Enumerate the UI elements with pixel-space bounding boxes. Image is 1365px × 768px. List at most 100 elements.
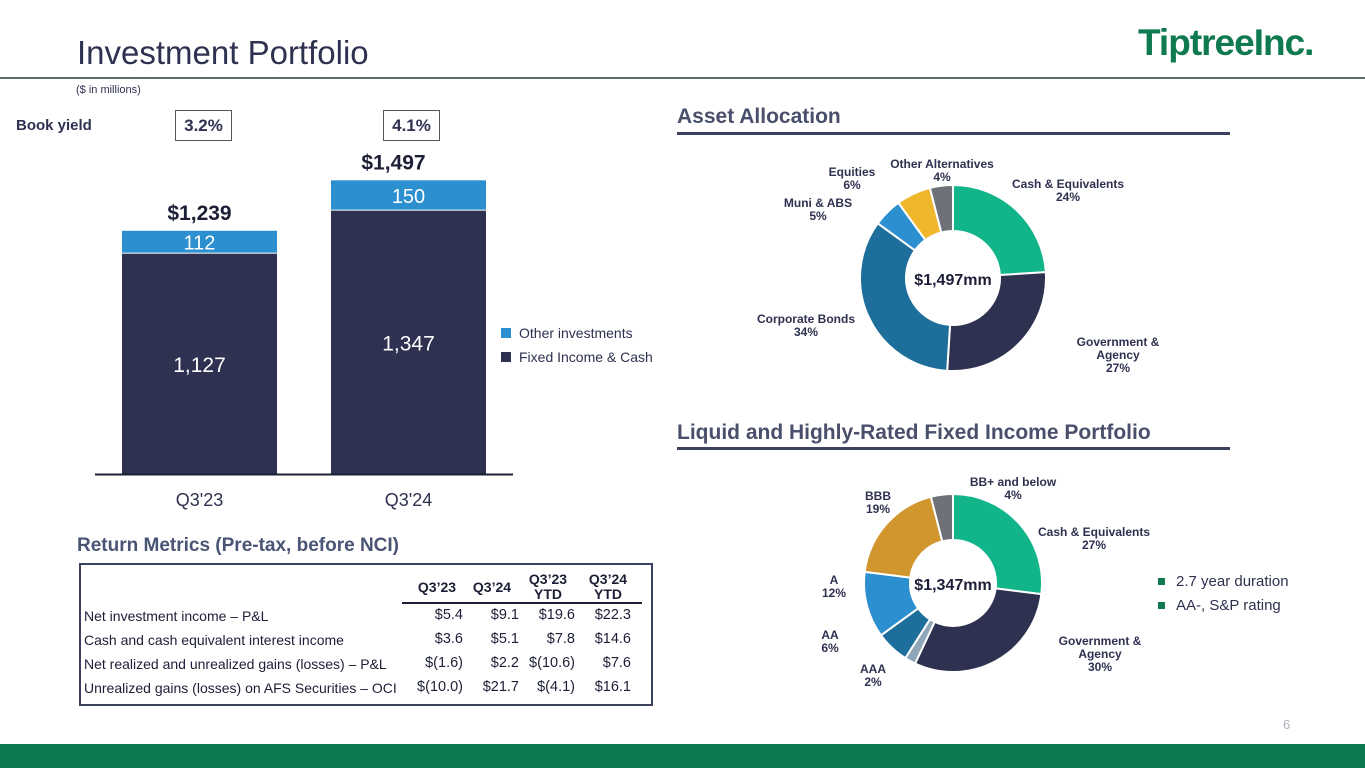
table-row-label: Unrealized gains (losses) on AFS Securit… [84,680,397,696]
duration-text: 2.7 year duration [1176,573,1289,590]
rating-text: AA-, S&P rating [1176,597,1281,614]
header-rule [0,77,1365,79]
slice-label: Agency [1096,348,1140,362]
table-cell: $(10.6) [529,655,575,671]
table-cell: $3.6 [434,631,463,647]
table-cell: $22.3 [594,607,631,623]
logo-main: Tiptree [1138,22,1255,63]
table-cell: $7.8 [546,631,575,647]
table-cell: $2.2 [490,655,519,671]
slice-label: 6% [821,641,839,655]
book-yield-q323: 3.2% [175,110,232,141]
donut-center-label: $1,347mm [914,577,991,594]
slice-label: A [830,573,839,587]
slice-label: 4% [933,170,951,184]
table-header: Q3’24 YTD [588,571,628,602]
note-bullet [1158,602,1165,609]
bar-total-label: $1,239 [167,202,231,225]
return-metrics-table [79,563,653,706]
slice-label: Corporate Bonds [757,312,855,326]
asset-allocation-rule [677,132,1230,135]
donut-slice [913,587,1043,673]
asset-allocation-title: Asset Allocation [677,105,841,128]
slice-label: Government & [1077,335,1160,349]
fixed-income-title: Liquid and Highly-Rated Fixed Income Por… [677,421,1151,444]
bar-value-label: 1,127 [173,354,226,377]
bar-value-label: 112 [184,233,216,255]
table-header: Q3’24 [472,579,512,595]
donut-slice [946,271,1047,372]
fixed-income-rule [677,447,1230,450]
bar-total-label: $1,497 [361,151,425,174]
table-cell: $16.1 [594,679,631,695]
slice-label: Other Alternatives [890,157,994,171]
legend-other-investments: Other investments [501,325,633,341]
book-yield-q324: 4.1% [383,110,440,141]
logo-suffix: Inc. [1253,22,1315,63]
legend-fixed-income: Fixed Income & Cash [501,349,653,365]
company-logo: TiptreeInc. [1138,22,1315,64]
slice-label: Government & [1059,634,1142,648]
slice-label: 19% [866,502,890,516]
slice-label: BBB [865,489,891,503]
slice-label: 24% [1056,190,1080,204]
legend-label-other: Other investments [519,325,633,341]
table-header-rule [402,602,642,604]
donut-slice [952,492,1043,596]
table-row-label: Cash and cash equivalent interest income [84,632,344,648]
slice-label: 34% [794,325,818,339]
table-cell: $(4.1) [537,679,575,695]
donut-slice [929,492,954,543]
table-cell: $21.7 [482,679,519,695]
slice-label: 4% [1004,488,1022,502]
bar-value-label: 150 [392,186,425,208]
page-number: 6 [1283,717,1291,732]
slice-label: Cash & Equivalents [1038,525,1150,539]
slice-label: Cash & Equivalents [1012,177,1124,191]
slice-label: 2% [864,675,882,689]
slice-label: 6% [843,178,861,192]
duration-note: 2.7 year duration [1158,573,1289,590]
table-row-label: Net realized and unrealized gains (losse… [84,656,387,672]
table-cell: $7.6 [602,655,631,671]
donut-slice [859,221,952,372]
donut-slice [928,183,954,234]
table-cell: $14.6 [594,631,631,647]
legend-swatch-fixed [501,352,511,362]
slice-label: 27% [1106,361,1130,375]
table-cell: $5.4 [434,607,463,623]
bar-value-label: 1,347 [382,332,435,355]
table-cell: $(1.6) [425,655,463,671]
footer-bar [0,744,1365,768]
slice-label: AAA [860,662,886,676]
table-cell: $(10.0) [417,679,463,695]
table-header: Q3’23 YTD [528,571,568,602]
bar-other-investments [331,180,486,210]
bar-other-investments [122,230,277,253]
slice-label: 12% [822,586,846,600]
slice-label: BB+ and below [970,475,1057,489]
units-note: ($ in millions) [76,84,141,96]
table-cell: $19.6 [538,607,575,623]
slice-label: 27% [1082,538,1106,552]
table-row-label: Net investment income – P&L [84,608,269,624]
donut-slice [952,183,1047,277]
slice-label: AA [821,628,839,642]
slice-label: Muni & ABS [784,196,852,210]
slice-label: Equities [829,165,876,179]
rating-note: AA-, S&P rating [1158,597,1281,614]
slice-label: Agency [1078,647,1122,661]
table-header: Q3’23 [417,579,457,595]
bar-fixed-income [331,210,486,474]
slice-label: 30% [1088,660,1112,674]
x-axis-tick-label: Q3'24 [385,490,432,510]
donut-center-label: $1,497mm [914,272,991,289]
book-yield-label: Book yield [16,117,92,134]
legend-label-fixed: Fixed Income & Cash [519,349,653,365]
note-bullet [1158,578,1165,585]
legend-swatch-other [501,328,511,338]
